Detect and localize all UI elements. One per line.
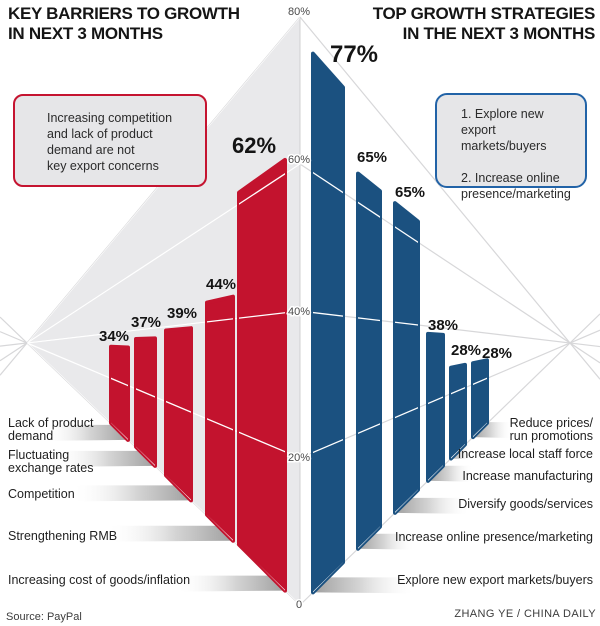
- shadow-ramp-right-4: [358, 533, 415, 550]
- category-label-strategy-3: Diversify goods/services: [458, 497, 593, 511]
- bar-strategy-3: [393, 201, 420, 515]
- bar-strategy-5: [311, 51, 345, 595]
- category-label-barrier-1: Fluctuating: [8, 448, 69, 462]
- category-label-barrier-0: demand: [8, 429, 53, 443]
- value-label-strategy-2: 38%: [428, 317, 458, 334]
- axis-tick-60%: 60%: [288, 154, 310, 166]
- value-label-barrier-2: 39%: [167, 305, 197, 322]
- bar-strategy-0: [471, 358, 489, 440]
- source-note: Source: PayPal: [6, 611, 82, 623]
- value-label-barrier-1: 37%: [131, 314, 161, 331]
- axis-tick-0: 0: [296, 599, 302, 611]
- category-label-barrier-3: Strengthening RMB: [8, 529, 117, 543]
- shadow-ramp-right-0: [473, 422, 512, 439]
- bar-strategy-2: [426, 331, 445, 483]
- axis-tick-80%: 80%: [288, 6, 310, 18]
- shadow-ramp-left-3: [106, 525, 233, 542]
- category-label-strategy-4: Increase online presence/marketing: [395, 530, 593, 544]
- fan-line-right-80: [299, 16, 600, 380]
- bar-barrier-4: [237, 157, 287, 593]
- shadow-ramp-left-1: [54, 450, 155, 467]
- bar-barrier-2: [164, 326, 193, 503]
- value-label-strategy-1: 28%: [451, 342, 481, 359]
- category-label-strategy-5: Explore new export markets/buyers: [397, 573, 593, 587]
- bar-barrier-3: [205, 294, 235, 543]
- value-label-barrier-4: 62%: [232, 133, 276, 158]
- category-label-barrier-4: Increasing cost of goods/inflation: [8, 573, 190, 587]
- axis-tick-20%: 20%: [288, 452, 310, 464]
- bar-strategy-1: [449, 362, 467, 461]
- right-chart-title: TOP GROWTH STRATEGIES IN THE NEXT 3 MONT…: [372, 4, 596, 43]
- bar-strategy-4: [356, 171, 382, 551]
- value-label-barrier-3: 44%: [206, 276, 236, 293]
- bar-barrier-0: [109, 344, 130, 442]
- value-label-strategy-5: 77%: [330, 41, 378, 68]
- category-label-barrier-2: Competition: [8, 487, 75, 501]
- category-label-barrier-1: exchange rates: [8, 461, 93, 475]
- shadow-ramp-left-0: [44, 424, 128, 441]
- axis-tick-40%: 40%: [288, 306, 310, 318]
- shadow-ramp-right-5: [313, 577, 416, 594]
- bar-barrier-1: [134, 336, 157, 468]
- fan-line-right-60: [299, 163, 600, 364]
- fan-line-right-40: [299, 310, 600, 348]
- category-label-strategy-0: run promotions: [510, 429, 593, 443]
- credit-note: ZHANG YE / CHINA DAILY: [454, 608, 596, 620]
- shadow-ramp-left-4: [176, 575, 285, 592]
- category-label-strategy-2: Increase manufacturing: [462, 469, 593, 483]
- category-label-strategy-1: Increase local staff force: [458, 447, 593, 461]
- category-label-strategy-0: Reduce prices/: [510, 416, 594, 430]
- value-label-barrier-0: 34%: [99, 328, 129, 345]
- left-chart-title: KEY BARRIERS TO GROWTH IN NEXT 3 MONTHS: [8, 4, 240, 43]
- shadow-ramp-left-2: [72, 485, 191, 502]
- value-label-strategy-0: 28%: [482, 345, 512, 362]
- category-label-barrier-0: Lack of product: [8, 416, 94, 430]
- strategies-callout-box: 1. Explore new export markets/buyers 2. …: [435, 93, 587, 201]
- shadow-ramp-right-3: [395, 497, 470, 514]
- value-label-strategy-4: 65%: [357, 149, 387, 166]
- barriers-callout-box: Increasing competition and lack of produ…: [13, 94, 207, 187]
- value-label-strategy-3: 65%: [395, 184, 425, 201]
